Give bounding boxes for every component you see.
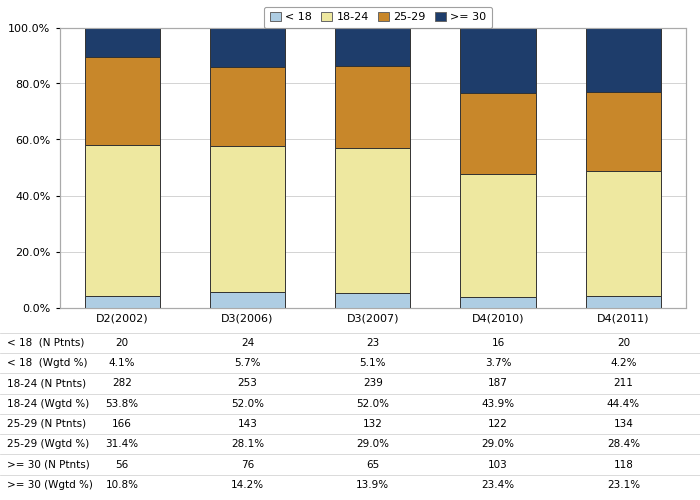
Text: 29.0%: 29.0% <box>482 440 514 450</box>
Bar <box>461 93 536 174</box>
Text: 211: 211 <box>613 378 634 388</box>
Text: 20: 20 <box>617 338 630 348</box>
Text: 143: 143 <box>237 419 258 429</box>
Bar <box>210 146 285 292</box>
Text: 23: 23 <box>366 338 379 348</box>
Bar <box>335 293 410 308</box>
Text: 14.2%: 14.2% <box>231 480 264 490</box>
Bar <box>335 148 410 293</box>
Text: 16: 16 <box>491 338 505 348</box>
Text: 187: 187 <box>488 378 508 388</box>
Bar <box>586 296 661 308</box>
Text: 282: 282 <box>112 378 132 388</box>
Text: 3.7%: 3.7% <box>485 358 511 368</box>
Bar <box>210 292 285 308</box>
Text: 25-29 (Wgtd %): 25-29 (Wgtd %) <box>7 440 90 450</box>
Text: 18-24 (Wgtd %): 18-24 (Wgtd %) <box>7 398 90 408</box>
Text: 25-29 (N Ptnts): 25-29 (N Ptnts) <box>7 419 86 429</box>
Text: 118: 118 <box>613 460 634 469</box>
Text: 5.7%: 5.7% <box>234 358 260 368</box>
Text: 4.1%: 4.1% <box>109 358 135 368</box>
Text: < 18  (N Ptnts): < 18 (N Ptnts) <box>7 338 85 348</box>
Text: 4.2%: 4.2% <box>610 358 636 368</box>
Text: 239: 239 <box>363 378 383 388</box>
Bar <box>461 297 536 308</box>
Text: < 18  (Wgtd %): < 18 (Wgtd %) <box>7 358 88 368</box>
Bar <box>586 92 661 172</box>
Text: 76: 76 <box>241 460 254 469</box>
Bar <box>210 28 285 68</box>
Text: 122: 122 <box>488 419 508 429</box>
Bar <box>85 146 160 296</box>
Legend: < 18, 18-24, 25-29, >= 30: < 18, 18-24, 25-29, >= 30 <box>264 6 492 28</box>
Text: 29.0%: 29.0% <box>356 440 389 450</box>
Bar <box>85 27 160 58</box>
Text: 28.4%: 28.4% <box>607 440 640 450</box>
Text: 253: 253 <box>237 378 258 388</box>
Text: 43.9%: 43.9% <box>482 398 514 408</box>
Bar <box>586 27 661 92</box>
Text: 52.0%: 52.0% <box>356 398 389 408</box>
Bar <box>85 58 160 146</box>
Text: 134: 134 <box>613 419 634 429</box>
Text: >= 30 (Wgtd %): >= 30 (Wgtd %) <box>7 480 93 490</box>
Text: 18-24 (N Ptnts): 18-24 (N Ptnts) <box>7 378 86 388</box>
Text: 24: 24 <box>241 338 254 348</box>
Text: 31.4%: 31.4% <box>106 440 139 450</box>
Bar <box>210 68 285 146</box>
Bar <box>335 28 410 66</box>
Text: 103: 103 <box>488 460 508 469</box>
Text: >= 30 (N Ptnts): >= 30 (N Ptnts) <box>7 460 90 469</box>
Text: 10.8%: 10.8% <box>106 480 139 490</box>
Bar <box>85 296 160 308</box>
Text: 28.1%: 28.1% <box>231 440 264 450</box>
Bar <box>335 66 410 148</box>
Bar <box>586 172 661 296</box>
Text: 65: 65 <box>366 460 379 469</box>
Text: 13.9%: 13.9% <box>356 480 389 490</box>
Bar <box>461 174 536 297</box>
Text: 23.1%: 23.1% <box>607 480 640 490</box>
Text: 52.0%: 52.0% <box>231 398 264 408</box>
Text: 166: 166 <box>112 419 132 429</box>
Bar <box>461 28 536 93</box>
Text: 23.4%: 23.4% <box>482 480 514 490</box>
Text: 5.1%: 5.1% <box>360 358 386 368</box>
Text: 20: 20 <box>116 338 129 348</box>
Text: 44.4%: 44.4% <box>607 398 640 408</box>
Text: 132: 132 <box>363 419 383 429</box>
Text: 53.8%: 53.8% <box>106 398 139 408</box>
Text: 56: 56 <box>116 460 129 469</box>
